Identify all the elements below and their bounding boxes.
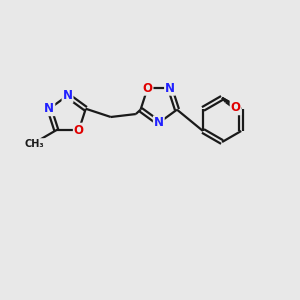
Text: N: N [165, 82, 175, 95]
Text: N: N [44, 102, 54, 115]
Text: CH₃: CH₃ [25, 139, 45, 149]
Text: O: O [74, 124, 84, 137]
Text: O: O [231, 101, 241, 114]
Text: N: N [63, 89, 73, 102]
Text: N: N [154, 116, 164, 129]
Text: O: O [142, 82, 152, 95]
